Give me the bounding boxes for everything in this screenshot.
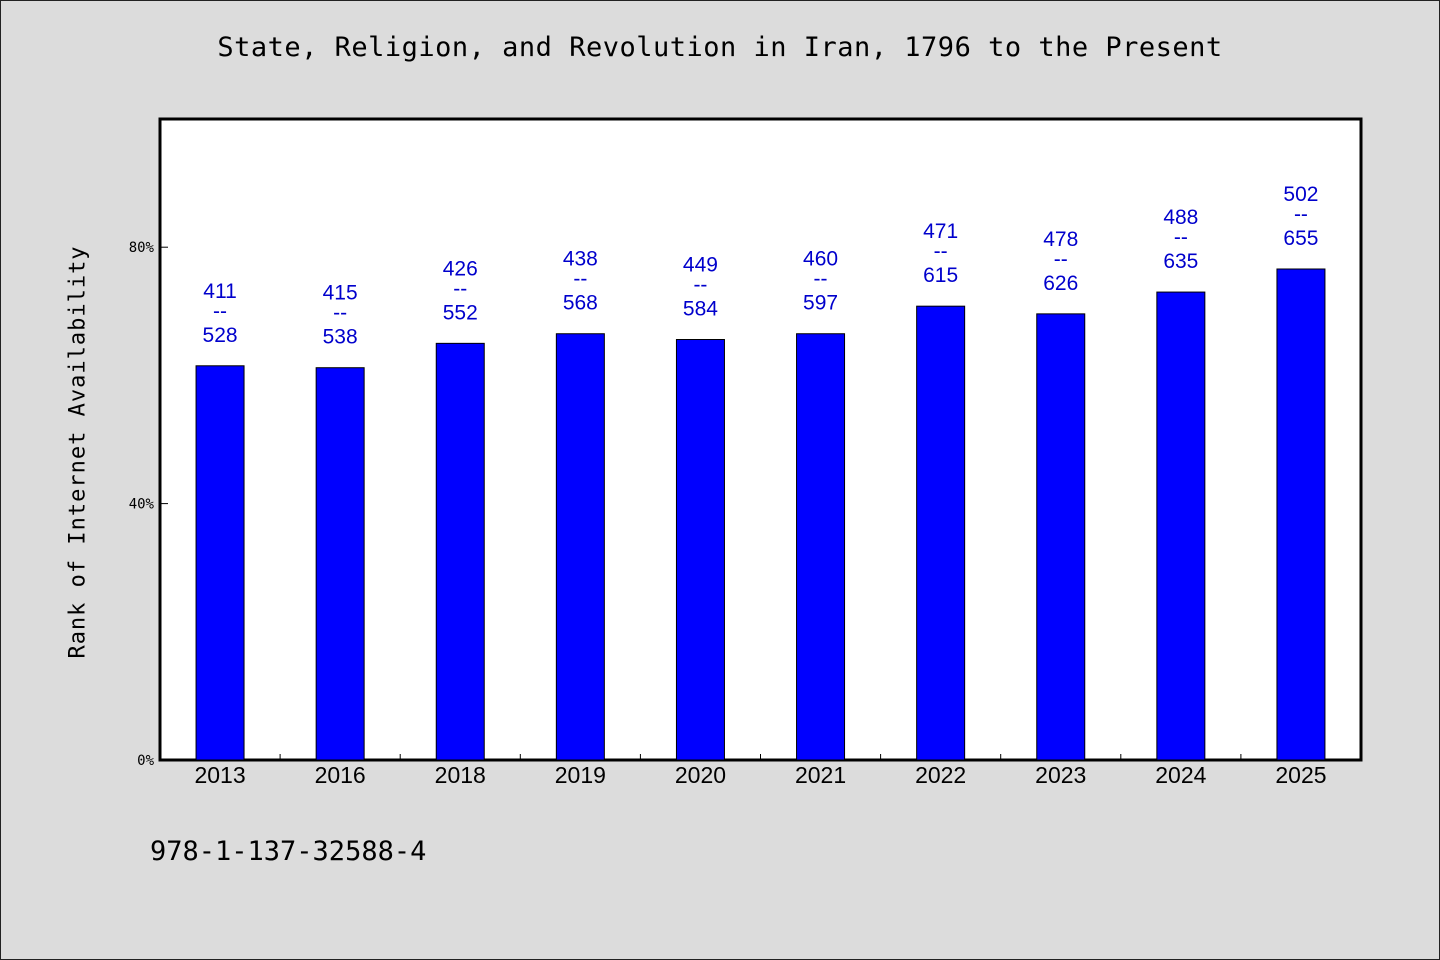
x-tick-label-2018: 2018 [435,762,486,788]
x-tick-label-2020: 2020 [675,762,726,788]
data-label-sep-2020: -- [693,274,707,297]
bar-2025 [1276,268,1326,761]
data-label-bottom-2021: 597 [803,292,838,315]
data-label-top-2019: 438 [563,248,598,271]
bar-2019 [555,333,605,761]
bar-2023 [1036,313,1086,761]
data-label-top-2023: 478 [1043,228,1078,251]
y-tick-label-1: 40% [129,497,155,513]
bar-2018 [435,342,485,761]
x-tick-label-2024: 2024 [1155,762,1206,788]
data-label-top-2020: 449 [683,254,718,277]
x-tick-label-2023: 2023 [1035,762,1086,788]
x-tick-label-2021: 2021 [795,762,846,788]
data-label-sep-2022: -- [934,240,948,263]
bar-2020 [675,339,725,761]
data-label-bottom-2018: 552 [443,301,478,324]
data-label-bottom-2016: 538 [323,326,358,349]
bars [195,268,1326,761]
data-labels: 411--528415--538426--552438--568449--584… [203,183,1319,349]
data-label-bottom-2022: 615 [923,264,958,287]
isbn-text: 978-1-137-32588-4 [150,836,427,867]
data-label-top-2022: 471 [923,220,958,243]
data-label-sep-2018: -- [453,277,467,300]
bar-2013 [195,365,245,761]
data-label-top-2016: 415 [323,282,358,305]
y-tick-label-0: 0% [137,753,154,769]
data-label-bottom-2025: 655 [1283,227,1318,250]
x-tick-label-2016: 2016 [315,762,366,788]
data-label-top-2021: 460 [803,248,838,271]
x-tick-label-2013: 2013 [194,762,245,788]
data-label-bottom-2013: 528 [203,324,238,347]
data-label-bottom-2023: 626 [1043,272,1078,295]
y-axis-ticks: 0% 40% 80% [129,240,1242,769]
category-labels: 2013 2016 2018 2019 2020 2021 2022 2023 2024 2025 [194,762,1326,788]
data-label-top-2025: 502 [1283,183,1318,206]
data-label-top-2024: 488 [1163,206,1198,229]
x-tick-label-2019: 2019 [555,762,606,788]
bar-2016 [315,367,365,761]
data-label-top-2013: 411 [203,280,236,303]
bar-2024 [1156,291,1206,761]
bar-2021 [796,333,846,761]
data-label-sep-2016: -- [333,302,347,325]
data-label-bottom-2020: 584 [683,298,718,321]
data-label-top-2018: 426 [443,257,478,280]
data-label-sep-2024: -- [1174,226,1188,249]
data-label-sep-2023: -- [1054,248,1068,271]
data-label-sep-2013: -- [213,300,227,323]
data-label-sep-2025: -- [1294,203,1308,226]
data-label-sep-2021: -- [814,268,828,291]
data-label-bottom-2019: 568 [563,292,598,315]
chart-title: State, Religion, and Revolution in Iran,… [217,32,1223,63]
x-tick-label-2025: 2025 [1275,762,1326,788]
bar-2022 [916,305,966,761]
y-tick-label-2: 80% [129,240,155,256]
y-axis-label: Rank of Internet Availability [65,245,91,659]
data-label-bottom-2024: 635 [1163,250,1198,273]
x-tick-label-2022: 2022 [915,762,966,788]
data-label-sep-2019: -- [573,268,587,291]
